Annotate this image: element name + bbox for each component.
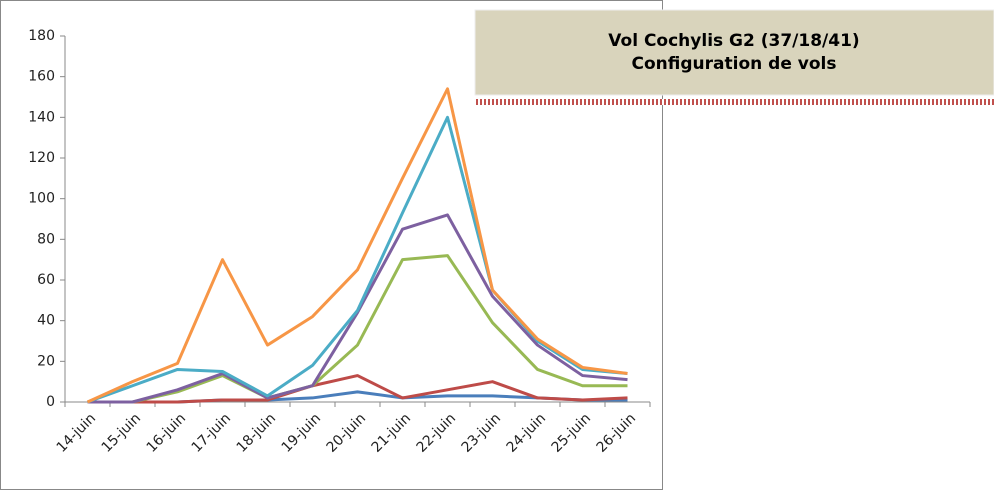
- y-tick-label: 120: [28, 150, 55, 166]
- y-tick-label: 60: [37, 272, 55, 288]
- y-tick-label: 80: [37, 231, 55, 247]
- y-tick-label: 100: [28, 191, 55, 207]
- chart-title: Vol Cochylis G2 (37/18/41): [608, 31, 859, 51]
- title-underline: [475, 99, 994, 105]
- y-tick-label: 20: [37, 353, 55, 369]
- series-line: [87, 374, 628, 404]
- series-line: [86, 87, 628, 404]
- y-tick-label: 140: [28, 109, 55, 125]
- series-line: [86, 115, 628, 404]
- series-line: [87, 254, 628, 404]
- y-tick-label: 0: [46, 394, 55, 410]
- y-tick-label: 40: [37, 313, 55, 329]
- y-tick-label: 160: [28, 69, 55, 85]
- chart-subtitle: Configuration de vols: [632, 54, 837, 74]
- title-box: [474, 9, 994, 96]
- y-tick-label: 180: [28, 28, 55, 44]
